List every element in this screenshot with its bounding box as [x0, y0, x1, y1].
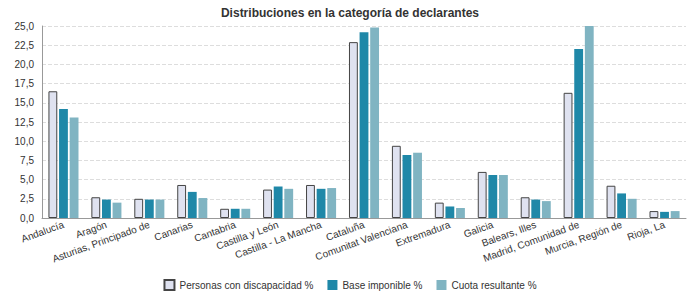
svg-text:20,0: 20,0	[15, 59, 35, 70]
svg-text:0,0: 0,0	[20, 213, 34, 224]
svg-text:22,5: 22,5	[15, 40, 35, 51]
svg-text:10,0: 10,0	[15, 136, 35, 147]
svg-text:Cantabria: Cantabria	[192, 218, 238, 244]
svg-text:Galicia: Galicia	[462, 218, 495, 240]
svg-text:17,5: 17,5	[15, 78, 35, 89]
svg-text:Andalucía: Andalucía	[20, 219, 66, 245]
svg-text:Balears, Illes: Balears, Illes	[480, 218, 538, 249]
svg-text:Base imponible %: Base imponible %	[342, 280, 422, 291]
svg-text:7,5: 7,5	[20, 155, 34, 166]
svg-text:Castilla y León: Castilla y León	[214, 218, 280, 252]
svg-text:Madrid, Comunidad de: Madrid, Comunidad de	[481, 218, 581, 264]
svg-text:Comunitat Valenciana: Comunitat Valenciana	[313, 218, 409, 263]
svg-text:Asturias, Principado de: Asturias, Principado de	[51, 219, 152, 265]
svg-text:Extremadura: Extremadura	[394, 219, 452, 249]
svg-text:Aragón: Aragón	[74, 218, 109, 241]
svg-text:25,0: 25,0	[15, 21, 35, 32]
svg-text:Castilla - La Mancha: Castilla - La Mancha	[234, 219, 324, 261]
svg-text:2,5: 2,5	[20, 193, 34, 204]
svg-text:Rioja, La: Rioja, La	[626, 219, 667, 243]
svg-text:Murcia, Región de: Murcia, Región de	[543, 219, 623, 257]
svg-text:12,5: 12,5	[15, 117, 35, 128]
svg-text:Cuota resultante %: Cuota resultante %	[451, 280, 536, 291]
svg-text:Personas con discapacidad %: Personas con discapacidad %	[179, 280, 313, 291]
svg-text:Distribuciones en la categoría: Distribuciones en la categoría de declar…	[221, 6, 479, 20]
svg-text:15,0: 15,0	[15, 97, 35, 108]
svg-text:5,0: 5,0	[20, 174, 34, 185]
svg-text:Canarias: Canarias	[153, 219, 194, 243]
svg-text:Cataluña: Cataluña	[324, 218, 366, 243]
